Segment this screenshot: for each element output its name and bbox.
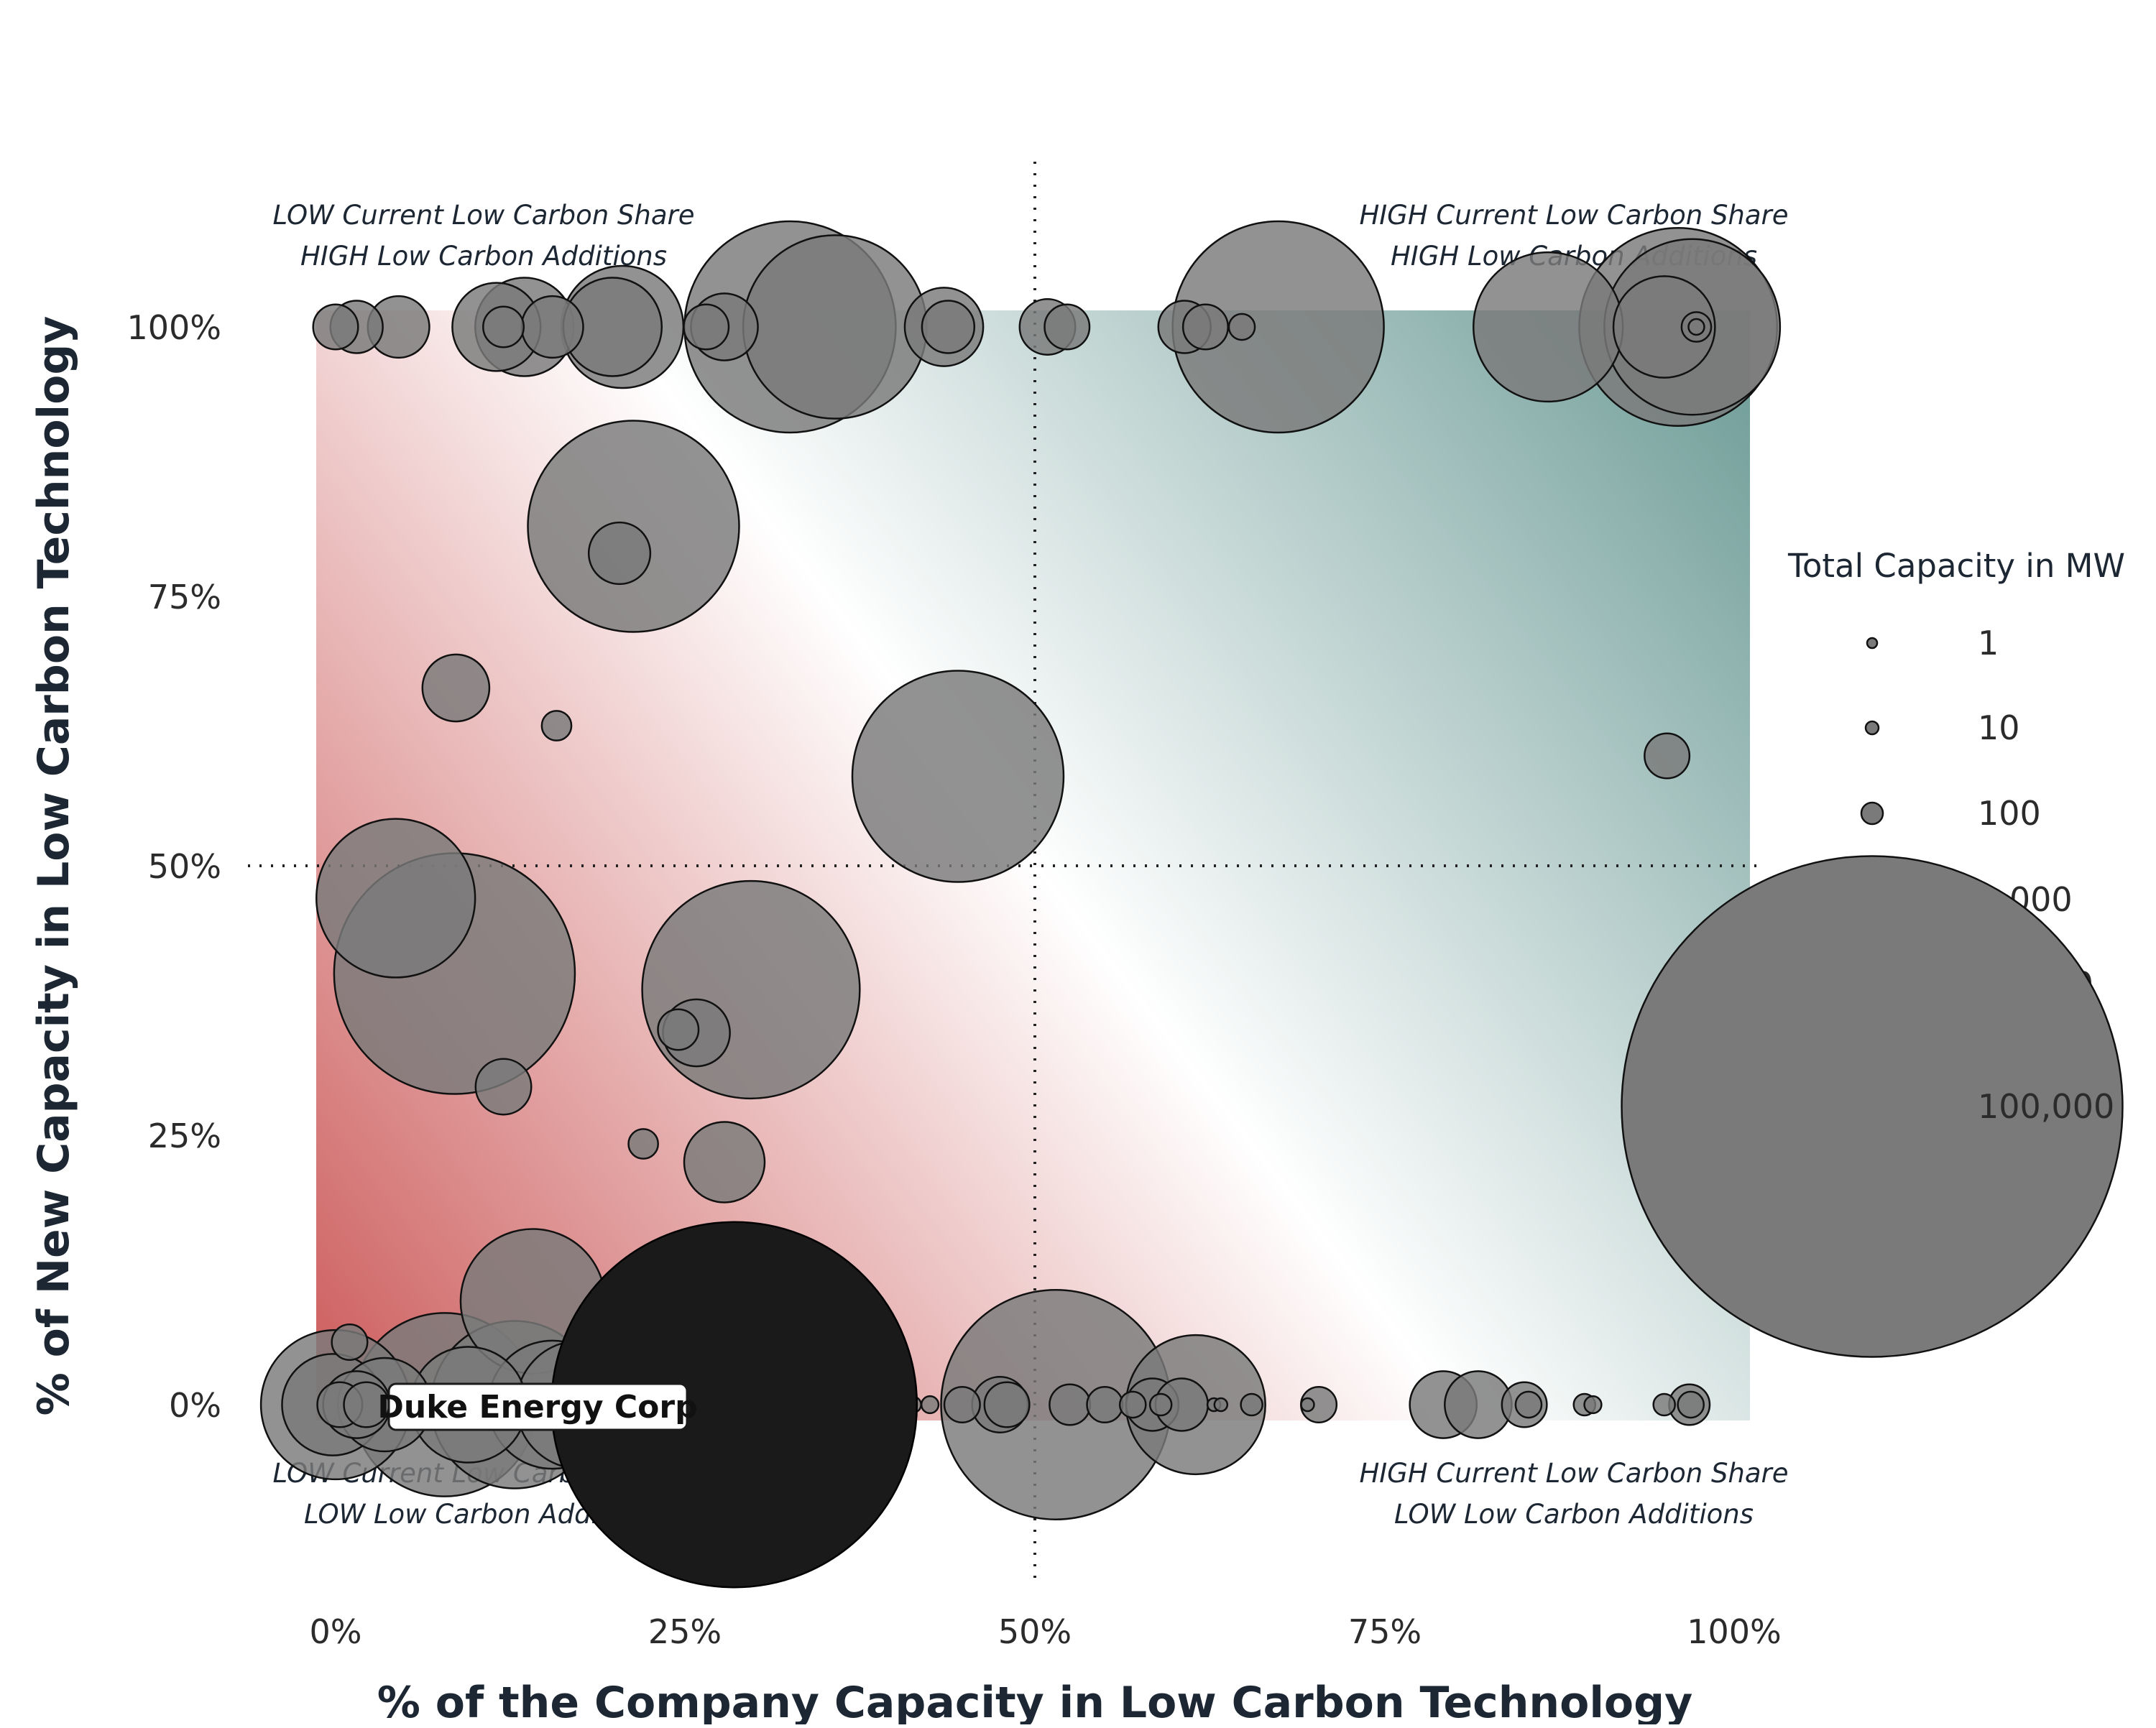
company-bubble[interactable] — [312, 303, 359, 351]
duke-energy-callout-box — [387, 1382, 688, 1431]
legend-size-label: 1 — [1978, 624, 1999, 662]
y-tick-label: 100% — [126, 308, 221, 347]
company-bubble[interactable] — [921, 300, 976, 354]
company-bubble[interactable] — [482, 305, 525, 348]
company-bubble[interactable] — [1300, 1397, 1315, 1413]
quadrant-bottom-right-line1: HIGH Current Low Carbon Share — [1359, 1458, 1788, 1489]
size-legend: Total Capacity in MW 1101001,00010,00010… — [1621, 547, 2125, 1358]
x-axis-title: % of the Company Capacity in Low Carbon … — [377, 1678, 1692, 1724]
duke-energy-callout-label: Duke Energy Corp — [377, 1389, 697, 1426]
company-bubble[interactable] — [1227, 313, 1256, 341]
company-bubble[interactable] — [1687, 318, 1705, 336]
company-bubble[interactable] — [1181, 303, 1229, 351]
legend-size-label: 100,000 — [1978, 1087, 2114, 1126]
company-bubble[interactable] — [1583, 1395, 1603, 1415]
company-bubble[interactable] — [1652, 1392, 1676, 1417]
legend-size-label: 10 — [1978, 708, 2020, 747]
company-bubble[interactable] — [1514, 1390, 1543, 1419]
company-bubble[interactable] — [1213, 1397, 1229, 1413]
company-bubble[interactable] — [683, 1121, 766, 1203]
company-bubble[interactable] — [540, 710, 573, 741]
quadrant-top-left-line2: HIGH Low Carbon Additions — [300, 241, 667, 272]
legend-size-circle — [1864, 720, 1880, 736]
company-bubble[interactable] — [983, 1381, 1031, 1428]
quadrant-top-left-line1: LOW Current Low Carbon Share — [272, 200, 694, 231]
legend-size-circle — [1866, 637, 1879, 650]
y-tick-label: 0% — [169, 1386, 221, 1425]
company-bubble[interactable] — [1044, 303, 1091, 351]
company-bubble[interactable] — [943, 1385, 981, 1424]
company-bubble[interactable] — [587, 521, 652, 586]
legend-size-circle — [1621, 855, 2124, 1358]
y-tick-label: 75% — [148, 578, 221, 616]
company-bubble[interactable] — [641, 879, 861, 1100]
company-bubble[interactable] — [1677, 1390, 1705, 1419]
company-bubble[interactable] — [1240, 1392, 1263, 1417]
company-bubble[interactable] — [1118, 1390, 1147, 1419]
company-bubble[interactable] — [331, 1323, 369, 1362]
y-axis: 0% 25% 50% 75% 100% — [126, 308, 221, 1425]
company-bubble[interactable] — [315, 818, 476, 979]
highlight-layer: Duke Energy Corp — [377, 1221, 918, 1589]
x-tick-label: 25% — [648, 1612, 722, 1651]
company-bubble[interactable] — [683, 303, 730, 351]
company-bubble[interactable] — [1644, 732, 1691, 780]
x-tick-label: 0% — [310, 1612, 362, 1651]
x-axis: 0% 25% 50% 75% 100% — [310, 1612, 1782, 1651]
company-bubble[interactable] — [1148, 1392, 1173, 1417]
y-axis-title: % of New Capacity in Low Carbon Technolo… — [29, 316, 79, 1416]
quadrant-bottom-right-line2: LOW Low Carbon Additions — [1394, 1499, 1754, 1530]
company-bubble[interactable] — [421, 653, 491, 723]
x-tick-label: 50% — [998, 1612, 1072, 1651]
company-bubble[interactable] — [627, 1128, 659, 1160]
company-bubble[interactable] — [474, 1058, 533, 1116]
legend-size-circle — [1860, 801, 1884, 826]
x-tick-label: 100% — [1687, 1612, 1782, 1651]
y-tick-label: 50% — [148, 847, 221, 886]
company-bubble[interactable] — [520, 295, 584, 359]
company-bubble[interactable] — [920, 1395, 940, 1415]
company-bubble[interactable] — [1086, 1385, 1124, 1424]
legend-title: Total Capacity in MW — [1787, 547, 2125, 585]
x-tick-label: 75% — [1348, 1612, 1422, 1651]
company-bubble[interactable] — [1049, 1383, 1092, 1426]
legend-size-label: 100 — [1978, 794, 2041, 833]
company-bubble[interactable] — [1612, 275, 1716, 379]
company-bubble[interactable] — [742, 234, 928, 420]
y-tick-label: 25% — [148, 1117, 221, 1155]
company-bubble[interactable] — [657, 1008, 700, 1051]
company-bubble[interactable] — [851, 670, 1065, 883]
quadrant-top-right-line1: HIGH Current Low Carbon Share — [1359, 200, 1788, 231]
company-bubble[interactable] — [1473, 251, 1624, 403]
